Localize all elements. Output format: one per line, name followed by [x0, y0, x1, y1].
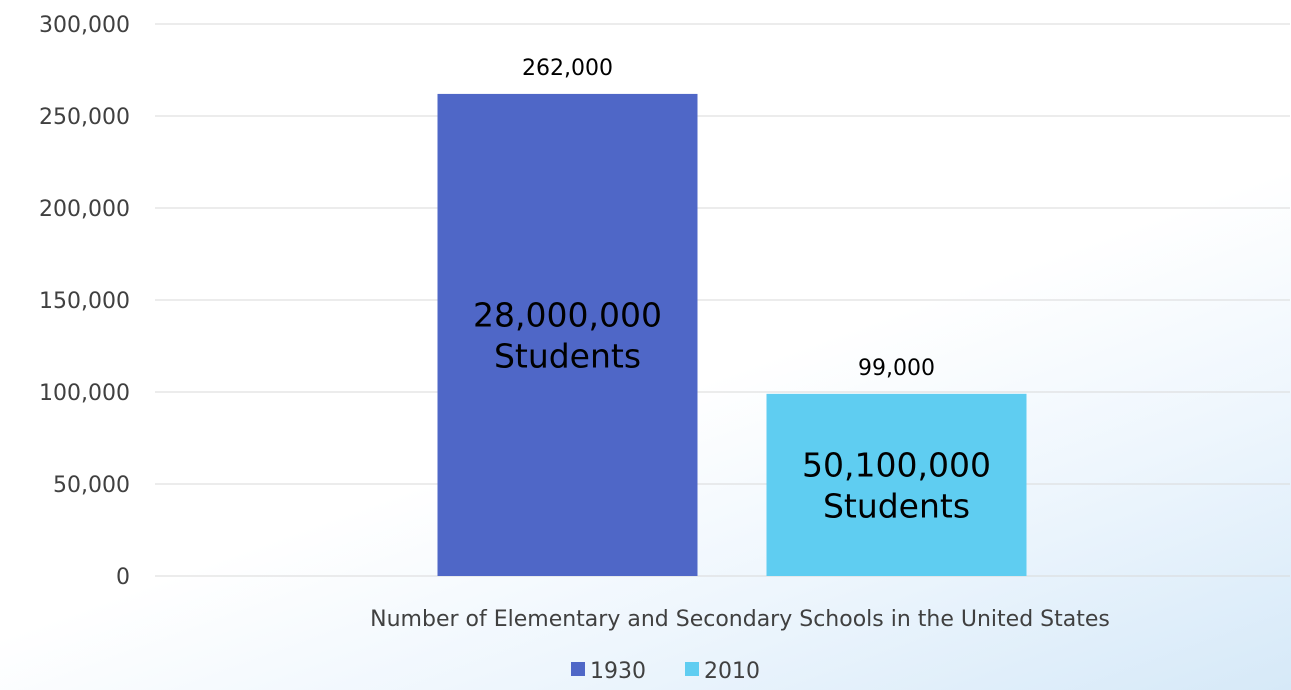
bar-1930: [437, 93, 698, 577]
data-label-2010: 99,000: [858, 356, 935, 381]
y-tick-label: 100,000: [39, 381, 130, 406]
y-tick-label: 250,000: [39, 105, 130, 130]
legend: 1930 2010: [571, 659, 760, 684]
y-tick-label: 50,000: [53, 473, 130, 498]
category-label: Number of Elementary and Secondary Schoo…: [370, 607, 1110, 632]
legend-label-1930: 1930: [590, 659, 646, 684]
y-tick-label: 150,000: [39, 289, 130, 314]
y-tick-label: 200,000: [39, 197, 130, 222]
legend-label-2010: 2010: [704, 659, 760, 684]
bar-2010: [766, 393, 1027, 576]
gridlines: [155, 23, 1290, 577]
bars: [437, 93, 1027, 577]
inner-label-2010: Students: [823, 486, 970, 525]
y-axis: 0 50,000 100,000 150,000 200,000 250,000 300,0…: [39, 13, 130, 590]
data-label-1930: 262,000: [522, 56, 613, 81]
legend-swatch-2010: [685, 662, 699, 676]
y-tick-label: 300,000: [39, 13, 130, 38]
legend-swatch-1930: [571, 662, 585, 676]
inner-label-1930: Students: [494, 336, 641, 375]
y-tick-label: 0: [116, 565, 130, 590]
inner-label-1930: 28,000,000: [473, 295, 662, 334]
inner-label-2010: 50,100,000: [802, 445, 991, 484]
